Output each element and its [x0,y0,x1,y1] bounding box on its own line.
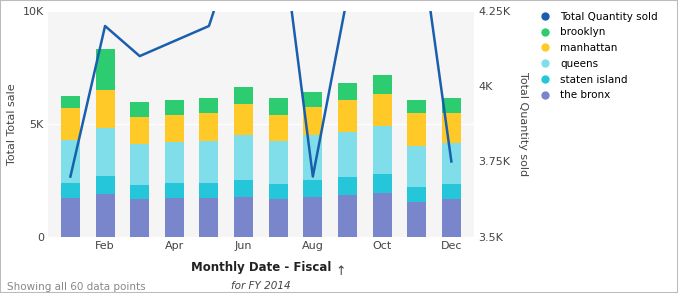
Bar [199,113,218,141]
Bar [442,184,461,200]
Text: Showing all 60 data points: Showing all 60 data points [7,282,145,292]
Bar [234,197,253,237]
Bar [96,49,115,90]
Bar [442,98,461,113]
Bar [338,100,357,132]
Bar [373,75,392,94]
Bar [442,143,461,184]
Bar [234,103,253,135]
Bar [268,184,287,200]
Text: for FY 2014: for FY 2014 [231,281,291,291]
Bar [407,100,426,113]
Bar [303,92,322,107]
Bar [199,98,218,113]
Bar [268,200,287,237]
Bar [199,183,218,198]
Bar [61,108,80,140]
Bar [165,100,184,115]
Y-axis label: Total Total sale: Total Total sale [7,83,17,165]
Bar [338,195,357,237]
Bar [303,107,322,135]
Bar [96,128,115,176]
Bar [96,194,115,237]
Bar [61,96,80,108]
Bar [407,187,426,202]
Bar [61,183,80,198]
Bar [165,115,184,142]
Bar [268,141,287,184]
Bar [338,177,357,195]
Bar [338,83,357,100]
Bar [442,200,461,237]
Bar [407,113,426,146]
Bar [303,135,322,180]
Bar [96,90,115,128]
Bar [442,113,461,143]
Bar [130,185,149,200]
Bar [130,200,149,237]
Legend: Total Quantity sold, brooklyn, manhattan, queens, staten island, the bronx: Total Quantity sold, brooklyn, manhattan… [534,12,658,100]
Bar [165,198,184,237]
Bar [234,87,253,103]
Bar [268,98,287,115]
Bar [373,193,392,237]
Bar [407,202,426,237]
Bar [61,198,80,237]
Bar [130,117,149,144]
Text: ↑: ↑ [336,265,346,277]
Bar [165,142,184,183]
Bar [199,198,218,237]
Bar [407,146,426,187]
Y-axis label: Total Quantity sold: Total Quantity sold [519,72,528,176]
Bar [130,144,149,185]
Bar [199,141,218,183]
Bar [303,197,322,237]
Bar [373,94,392,126]
Text: Monthly Date - Fiscal: Monthly Date - Fiscal [191,261,331,274]
Bar [373,173,392,193]
Bar [165,183,184,198]
Bar [373,126,392,173]
Bar [96,176,115,194]
Bar [303,180,322,197]
Bar [61,140,80,183]
Bar [234,180,253,197]
Bar [234,135,253,180]
Bar [268,115,287,141]
Bar [338,132,357,177]
Bar [130,102,149,117]
